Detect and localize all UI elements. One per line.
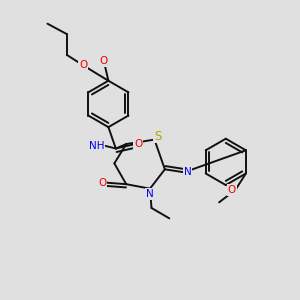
Text: S: S	[154, 130, 162, 142]
Text: NH: NH	[89, 140, 104, 151]
Text: N: N	[146, 189, 154, 199]
Text: N: N	[184, 167, 192, 177]
Text: O: O	[134, 139, 142, 149]
Text: O: O	[228, 185, 236, 195]
Text: O: O	[100, 56, 108, 66]
Text: O: O	[79, 60, 87, 70]
Text: O: O	[98, 178, 106, 188]
